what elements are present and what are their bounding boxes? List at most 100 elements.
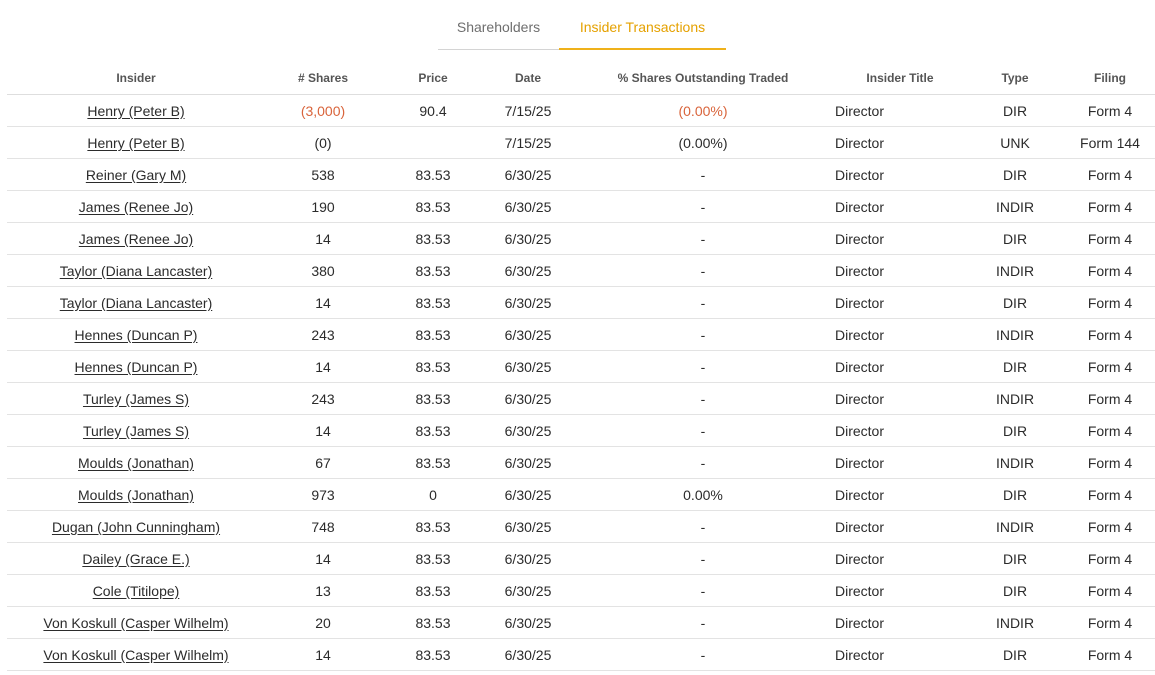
date-cell: 6/30/25 — [485, 606, 571, 639]
insider-link[interactable]: Henry (Peter B) — [87, 134, 185, 151]
pct-traded-cell: - — [571, 254, 835, 287]
header-shares[interactable]: # Shares — [265, 62, 381, 95]
header-type[interactable]: Type — [965, 62, 1065, 95]
insider-link[interactable]: Cole (Titilope) — [92, 582, 180, 599]
pct-traded-cell: - — [571, 190, 835, 223]
pct-traded-cell: - — [571, 350, 835, 383]
table-row: Von Koskull (Casper Wilhelm) 20 83.53 6/30/… — [7, 606, 1155, 639]
insider-cell: Cole (Titilope) — [7, 574, 265, 607]
tab-shareholders[interactable]: Shareholders — [438, 0, 559, 50]
price-cell: 83.53 — [381, 606, 485, 639]
date-cell: 6/30/25 — [485, 318, 571, 351]
shares-cell: 538 — [265, 158, 381, 191]
insider-link[interactable]: Von Koskull (Casper Wilhelm) — [43, 646, 229, 663]
insider-link[interactable]: Taylor (Diana Lancaster) — [59, 262, 213, 279]
insider-link[interactable]: Turley (James S) — [82, 390, 190, 407]
shares-cell: 67 — [265, 446, 381, 479]
header-insider-title[interactable]: Insider Title — [835, 62, 965, 95]
table-row: Turley (James S) 14 83.53 6/30/25- Director D… — [7, 414, 1155, 447]
insider-link[interactable]: Moulds (Jonathan) — [78, 454, 194, 471]
table-row: Taylor (Diana Lancaster) 14 83.53 6/30/25- D… — [7, 286, 1155, 319]
table-row: Henry (Peter B) (3,000) 90.4 7/15/25 (0.00%)… — [7, 94, 1155, 127]
insider-title-cell: Director — [835, 446, 965, 479]
insider-title-cell: Director — [835, 286, 965, 319]
pct-traded-cell: - — [571, 574, 835, 607]
date-cell: 7/15/25 — [485, 94, 571, 127]
insider-title-cell: Director — [835, 158, 965, 191]
filing-cell: Form 4 — [1065, 574, 1155, 607]
header-date[interactable]: Date — [485, 62, 571, 95]
insider-title-cell: Director — [835, 126, 965, 159]
table-row: Von Koskull (Casper Wilhelm) 14 83.53 6/30/… — [7, 638, 1155, 671]
insider-title-cell: Director — [835, 478, 965, 511]
shares-cell: 14 — [265, 638, 381, 671]
table-row: Moulds (Jonathan) 973 0 6/30/25 0.00% Directo… — [7, 478, 1155, 511]
price-cell: 90.4 — [381, 94, 485, 127]
pct-traded-cell: - — [571, 542, 835, 575]
shares-cell: 190 — [265, 190, 381, 223]
shares-cell: 13 — [265, 574, 381, 607]
insider-link[interactable]: Dailey (Grace E.) — [82, 550, 190, 567]
insider-title-cell: Director — [835, 382, 965, 415]
price-cell: 83.53 — [381, 574, 485, 607]
type-cell: DIR — [965, 638, 1065, 671]
insider-title-cell: Director — [835, 414, 965, 447]
price-cell: 83.53 — [381, 222, 485, 255]
tab-insider-transactions[interactable]: Insider Transactions — [559, 0, 726, 50]
insider-link[interactable]: Dugan (John Cunningham) — [51, 518, 221, 535]
type-cell: INDIR — [965, 510, 1065, 543]
pct-traded-cell: - — [571, 414, 835, 447]
shares-cell: 14 — [265, 350, 381, 383]
price-cell: 83.53 — [381, 542, 485, 575]
insider-link[interactable]: Taylor (Diana Lancaster) — [59, 294, 213, 311]
insider-cell: Reiner (Gary M) — [7, 158, 265, 191]
type-cell: DIR — [965, 542, 1065, 575]
insider-link[interactable]: Moulds (Jonathan) — [78, 486, 194, 503]
type-cell: DIR — [965, 158, 1065, 191]
shares-cell: 748 — [265, 510, 381, 543]
insider-link[interactable]: Turley (James S) — [82, 422, 190, 439]
type-cell: DIR — [965, 414, 1065, 447]
filing-cell: Form 4 — [1065, 254, 1155, 287]
insider-link[interactable]: James (Renee Jo) — [78, 198, 194, 215]
insider-title-cell: Director — [835, 510, 965, 543]
header-price[interactable]: Price — [381, 62, 485, 95]
table-row: Cole (Titilope) 13 83.53 6/30/25- Director DI… — [7, 574, 1155, 607]
table-row: Dailey (Grace E.) 14 83.53 6/30/25- Director… — [7, 542, 1155, 575]
table-row: James (Renee Jo) 14 83.53 6/30/25- Director D… — [7, 222, 1155, 255]
header-filing[interactable]: Filing — [1065, 62, 1155, 95]
insider-link[interactable]: Hennes (Duncan P) — [74, 326, 198, 343]
price-cell: 83.53 — [381, 318, 485, 351]
header-insider[interactable]: Insider — [7, 62, 265, 95]
insider-title-cell: Director — [835, 190, 965, 223]
filing-cell: Form 4 — [1065, 446, 1155, 479]
price-cell: 83.53 — [381, 254, 485, 287]
insider-link[interactable]: James (Renee Jo) — [78, 230, 194, 247]
shares-cell: 14 — [265, 222, 381, 255]
insider-cell: Dugan (John Cunningham) — [7, 510, 265, 543]
price-cell: 83.53 — [381, 638, 485, 671]
type-cell: DIR — [965, 574, 1065, 607]
price-cell: 83.53 — [381, 510, 485, 543]
insider-cell: Hennes (Duncan P) — [7, 350, 265, 383]
insider-transactions-table: Insider # Shares Price Date % Shares Out… — [7, 62, 1155, 671]
date-cell: 6/30/25 — [485, 254, 571, 287]
type-cell: INDIR — [965, 318, 1065, 351]
filing-cell: Form 4 — [1065, 382, 1155, 415]
header-pct-traded[interactable]: % Shares Outstanding Traded — [571, 62, 835, 95]
date-cell: 6/30/25 — [485, 286, 571, 319]
table-row: James (Renee Jo) 190 83.53 6/30/25- Director… — [7, 190, 1155, 223]
insider-link[interactable]: Hennes (Duncan P) — [74, 358, 198, 375]
insider-cell: Moulds (Jonathan) — [7, 478, 265, 511]
insider-link[interactable]: Henry (Peter B) — [87, 102, 185, 119]
date-cell: 6/30/25 — [485, 574, 571, 607]
price-cell: 83.53 — [381, 350, 485, 383]
type-cell: INDIR — [965, 254, 1065, 287]
filing-cell: Form 144 — [1065, 126, 1155, 159]
pct-traded-cell: - — [571, 382, 835, 415]
table-row: Reiner (Gary M) 538 83.53 6/30/25- Director D… — [7, 158, 1155, 191]
insider-link[interactable]: Reiner (Gary M) — [85, 166, 187, 183]
type-cell: INDIR — [965, 190, 1065, 223]
insider-link[interactable]: Von Koskull (Casper Wilhelm) — [43, 614, 229, 631]
date-cell: 6/30/25 — [485, 478, 571, 511]
